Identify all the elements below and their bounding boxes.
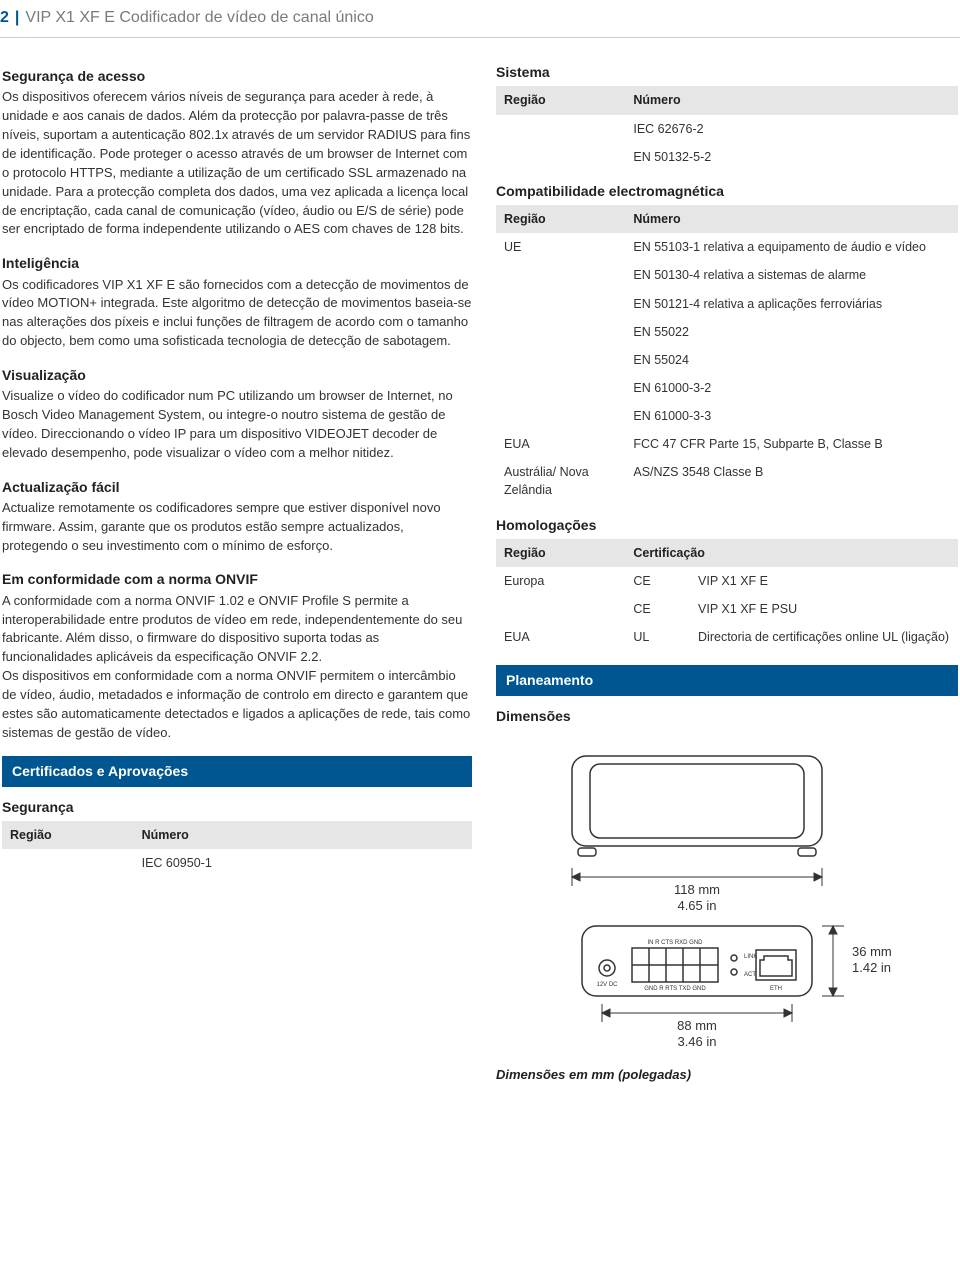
emc-heading: Compatibilidade electromagnética <box>496 181 958 201</box>
table-cell: EUA <box>496 430 625 458</box>
table-cell: IEC 60950-1 <box>134 849 472 877</box>
section-body: A conformidade com a norma ONVIF 1.02 e … <box>2 592 472 743</box>
cert-bar-heading: Certificados e Aprovações <box>2 756 472 786</box>
table-row: EN 61000-3-3 <box>496 402 958 430</box>
homolog-table: Região Certificação Europa CE VIP X1 XF … <box>496 539 958 652</box>
table-row: UEEN 55103-1 relativa a equipamento de á… <box>496 233 958 261</box>
page-title: VIP X1 XF E Codificador de vídeo de cana… <box>25 6 373 29</box>
table-header: Número <box>134 821 472 849</box>
section-heading: Segurança de acesso <box>2 66 472 86</box>
table-cell: EN 55022 <box>625 318 958 346</box>
dims-heading: Dimensões <box>496 706 958 726</box>
dim-width-mm: 118 mm <box>674 882 720 897</box>
homolog-heading: Homologações <box>496 515 958 535</box>
rear-label-eth: ETH <box>770 986 782 992</box>
planning-bar-heading: Planeamento <box>496 665 958 695</box>
dim-width-in: 4.65 in <box>677 898 716 913</box>
table-row: EN 50132-5-2 <box>496 143 958 171</box>
rear-label-link: LINK <box>744 954 757 960</box>
table-cell <box>496 290 625 318</box>
table-cell: Austrália/ Nova Zelândia <box>496 458 625 504</box>
table-row: IEC 62676-2 <box>496 115 958 143</box>
table-row: EN 55024 <box>496 346 958 374</box>
table-row: EN 50130-4 relativa a sistemas de alarme <box>496 261 958 289</box>
table-cell: VIP X1 XF E PSU <box>690 595 958 623</box>
section-heading: Actualização fácil <box>2 477 472 497</box>
table-row: EUA UL Directoria de certificações onlin… <box>496 623 958 651</box>
table-cell: EUA <box>496 623 625 651</box>
table-row: EN 55022 <box>496 318 958 346</box>
table-cell: UL <box>625 623 690 651</box>
table-cell: EN 61000-3-2 <box>625 374 958 402</box>
table-header: Número <box>625 86 958 114</box>
table-row: Europa CE VIP X1 XF E <box>496 567 958 595</box>
section-heading: Em conformidade com a norma ONVIF <box>2 569 472 589</box>
content-columns: Segurança de acesso Os dispositivos ofer… <box>0 52 960 1085</box>
left-column: Segurança de acesso Os dispositivos ofer… <box>2 52 472 1085</box>
dimensions-diagram: 118 mm 4.65 in <box>496 736 958 1056</box>
section-body: Actualize remotamente os codificadores s… <box>2 499 472 556</box>
dim-height-mm: 36 mm <box>852 944 892 959</box>
table-cell: EN 55103-1 relativa a equipamento de áud… <box>625 233 958 261</box>
table-cell <box>496 115 625 143</box>
table-cell: IEC 62676-2 <box>625 115 958 143</box>
table-cell: EN 55024 <box>625 346 958 374</box>
rear-label-top: IN R CTS RXD GND <box>647 940 703 946</box>
table-cell <box>496 346 625 374</box>
security-heading: Segurança <box>2 797 472 817</box>
rear-label-dc: 12V DC <box>596 982 618 988</box>
section-body: Visualize o vídeo do codificador num PC … <box>2 387 472 462</box>
sistema-table: Região Número IEC 62676-2 EN 50132-5-2 <box>496 86 958 170</box>
table-row: CE VIP X1 XF E PSU <box>496 595 958 623</box>
page-number: 2 <box>0 6 9 29</box>
table-cell <box>496 143 625 171</box>
table-row: EN 61000-3-2 <box>496 374 958 402</box>
emc-table: Região Número UEEN 55103-1 relativa a eq… <box>496 205 958 504</box>
table-header: Certificação <box>625 539 958 567</box>
sistema-heading: Sistema <box>496 62 958 82</box>
dim-depth-mm: 88 mm <box>677 1018 717 1033</box>
table-cell: EN 61000-3-3 <box>625 402 958 430</box>
table-header: Região <box>2 821 134 849</box>
table-cell <box>496 402 625 430</box>
table-cell: EN 50132-5-2 <box>625 143 958 171</box>
table-cell <box>2 849 134 877</box>
page-header: 2 | VIP X1 XF E Codificador de vídeo de … <box>0 0 960 38</box>
table-cell: Europa <box>496 567 625 595</box>
section-heading: Inteligência <box>2 253 472 273</box>
dims-caption: Dimensões em mm (polegadas) <box>496 1066 958 1085</box>
table-cell: EN 50121-4 relativa a aplicações ferrovi… <box>625 290 958 318</box>
table-header: Região <box>496 86 625 114</box>
table-cell <box>496 374 625 402</box>
table-header: Número <box>625 205 958 233</box>
table-cell: Directoria de certificações online UL (l… <box>690 623 958 651</box>
table-header: Região <box>496 205 625 233</box>
section-body: Os codificadores VIP X1 XF E são forneci… <box>2 276 472 351</box>
right-column: Sistema Região Número IEC 62676-2 EN 501… <box>496 52 958 1085</box>
table-cell <box>496 318 625 346</box>
table-row: Austrália/ Nova ZelândiaAS/NZS 3548 Clas… <box>496 458 958 504</box>
table-cell: CE <box>625 567 690 595</box>
table-cell <box>496 261 625 289</box>
table-row: EN 50121-4 relativa a aplicações ferrovi… <box>496 290 958 318</box>
table-cell: CE <box>625 595 690 623</box>
section-body: Os dispositivos oferecem vários níveis d… <box>2 88 472 239</box>
table-cell: UE <box>496 233 625 261</box>
table-header: Região <box>496 539 625 567</box>
rear-label-act: ACT <box>744 972 756 978</box>
section-heading: Visualização <box>2 365 472 385</box>
table-cell: AS/NZS 3548 Classe B <box>625 458 958 504</box>
table-cell <box>496 595 625 623</box>
dim-depth-in: 3.46 in <box>677 1034 716 1049</box>
table-row: EUAFCC 47 CFR Parte 15, Subparte B, Clas… <box>496 430 958 458</box>
security-table: Região Número IEC 60950-1 <box>2 821 472 877</box>
dim-height-in: 1.42 in <box>852 960 891 975</box>
rear-label-bottom: GND R RTS TXD GND <box>644 986 706 992</box>
table-cell: FCC 47 CFR Parte 15, Subparte B, Classe … <box>625 430 958 458</box>
table-cell: EN 50130-4 relativa a sistemas de alarme <box>625 261 958 289</box>
table-cell: VIP X1 XF E <box>690 567 958 595</box>
table-row: IEC 60950-1 <box>2 849 472 877</box>
device-drawing-icon: 118 mm 4.65 in <box>512 736 942 1056</box>
page-separator: | <box>15 6 19 29</box>
